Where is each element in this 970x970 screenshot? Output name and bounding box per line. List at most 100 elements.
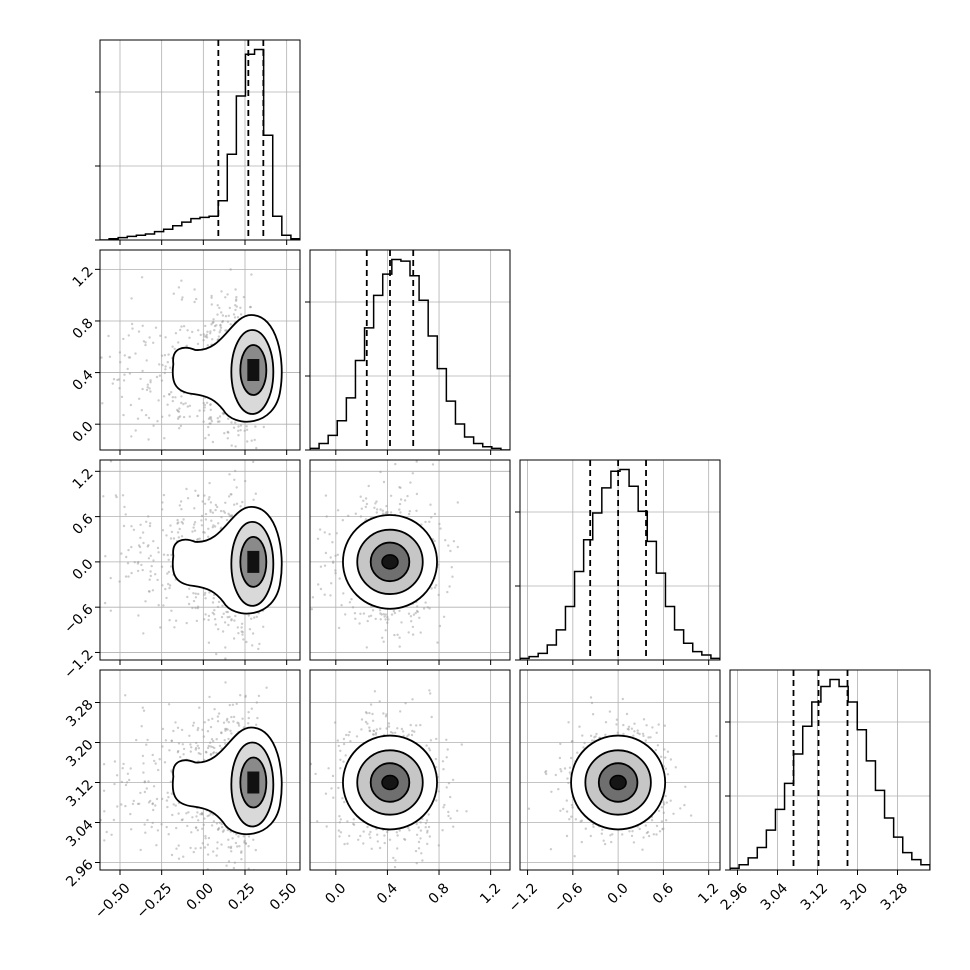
scatter-point	[167, 833, 170, 836]
scatter-point	[112, 818, 116, 822]
scatter-point	[371, 609, 375, 612]
scatter-point	[338, 821, 341, 824]
scatter-point	[382, 480, 386, 484]
scatter-point	[630, 727, 634, 730]
scatter-point	[205, 333, 208, 336]
scatter-point	[359, 612, 362, 615]
scatter-point	[247, 867, 250, 870]
scatter-point	[396, 727, 399, 730]
scatter-point	[144, 600, 147, 603]
x-tick-label: 0.6	[650, 880, 677, 907]
scatter-point	[101, 402, 104, 405]
scatter-point	[182, 753, 185, 756]
scatter-point	[324, 551, 328, 555]
scatter-point	[159, 626, 162, 629]
scatter-point	[232, 313, 236, 316]
scatter-point	[109, 609, 112, 612]
scatter-point	[157, 551, 160, 554]
scatter-point	[217, 600, 221, 604]
scatter-point	[154, 762, 157, 765]
scatter-point	[144, 831, 147, 834]
scatter-point	[416, 610, 419, 614]
scatter-point	[627, 725, 631, 728]
x-tick-label: −0.6	[551, 880, 586, 915]
scatter-point	[442, 806, 445, 809]
scatter-point	[166, 553, 169, 557]
scatter-point	[374, 617, 377, 621]
scatter-point	[141, 706, 144, 709]
scatter-point	[316, 820, 319, 823]
scatter-point	[139, 523, 142, 526]
scatter-point	[339, 749, 342, 752]
scatter-point	[224, 742, 227, 745]
scatter-point	[252, 838, 255, 841]
scatter-point	[239, 505, 242, 508]
scatter-point	[456, 501, 459, 504]
scatter-point	[179, 424, 183, 428]
scatter-point	[447, 544, 450, 547]
scatter-point	[167, 570, 171, 574]
scatter-point	[359, 834, 362, 838]
scatter-point	[141, 324, 144, 327]
scatter-point	[655, 833, 658, 836]
scatter-point	[246, 451, 248, 453]
scatter-point	[400, 727, 404, 731]
scatter-point	[190, 746, 193, 749]
scatter-point	[120, 552, 123, 555]
scatter-point	[180, 535, 184, 538]
scatter-point	[189, 846, 192, 850]
scatter-point	[70, 600, 72, 602]
scatter-point	[213, 525, 217, 528]
scatter-point	[152, 559, 155, 562]
scatter-point	[216, 304, 219, 307]
scatter-point	[178, 527, 181, 531]
scatter-point	[222, 612, 225, 615]
scatter-point	[173, 347, 176, 351]
scatter-point	[343, 842, 346, 846]
scatter-point	[165, 534, 168, 537]
scatter-point	[417, 826, 420, 829]
scatter-point	[240, 626, 243, 629]
scatter-point	[129, 812, 132, 816]
scatter-point	[218, 306, 221, 310]
scatter-point	[393, 865, 397, 869]
scatter-point	[228, 615, 231, 619]
scatter-point	[247, 722, 250, 725]
x-tick-label: 0.4	[374, 880, 401, 907]
scatter-point	[433, 586, 437, 589]
scatter-point	[338, 815, 341, 818]
scatter-point	[163, 371, 166, 375]
scatter-point	[201, 842, 204, 845]
scatter-point	[206, 344, 209, 347]
scatter-point	[201, 728, 204, 731]
scatter-point	[230, 618, 233, 621]
scatter-point	[642, 836, 645, 839]
scatter-point	[122, 379, 126, 382]
scatter-point	[152, 540, 155, 543]
scatter-point	[444, 539, 447, 542]
scatter-point	[386, 621, 389, 624]
scatter-point	[237, 425, 240, 428]
scatter-point	[157, 768, 160, 772]
scatter-point	[262, 425, 265, 429]
x-tick-label: 0.00	[184, 880, 217, 913]
scatter-point	[591, 739, 594, 742]
scatter-point	[131, 327, 134, 330]
scatter-point	[207, 744, 210, 748]
scatter-point	[384, 715, 388, 718]
scatter-point	[662, 827, 665, 830]
y-tick-label: 3.12	[63, 777, 96, 810]
scatter-point	[145, 787, 148, 790]
scatter-point	[130, 828, 133, 831]
scatter-point	[217, 335, 221, 338]
scatter-point	[129, 767, 132, 770]
scatter-point	[234, 421, 237, 424]
scatter-point	[7, 782, 9, 784]
scatter-point	[333, 721, 337, 724]
scatter-point	[210, 294, 213, 298]
scatter-point	[162, 395, 166, 398]
scatter-point	[136, 562, 140, 565]
scatter-point	[149, 574, 152, 578]
scatter-point	[95, 552, 97, 554]
scatter-point	[715, 734, 718, 738]
